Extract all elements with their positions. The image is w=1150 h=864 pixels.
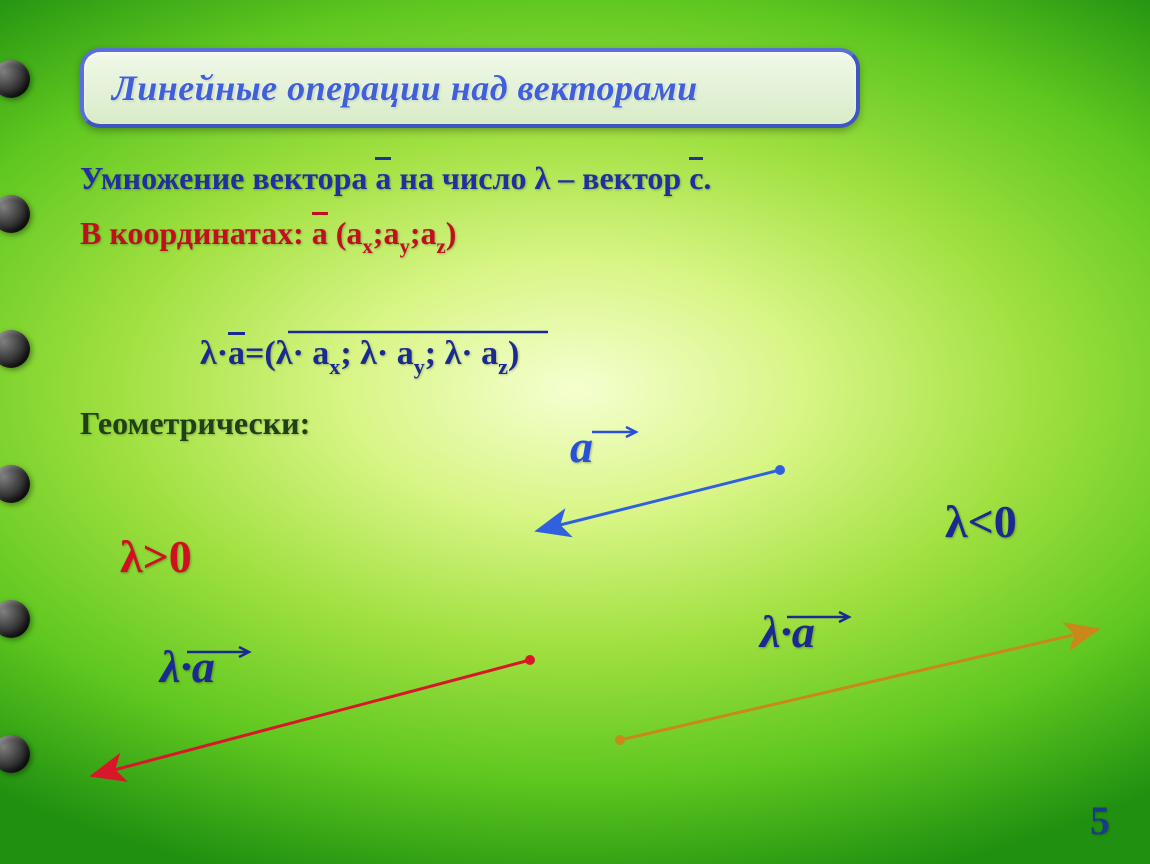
vector-c-symbol: c xyxy=(689,160,703,197)
text: =(λ· a xyxy=(245,335,329,372)
vector-a-symbol: a xyxy=(375,160,391,197)
text: Умножение вектора xyxy=(80,160,375,196)
text: . xyxy=(703,160,711,196)
page-number: 5 xyxy=(1090,797,1110,844)
text: ;a xyxy=(410,215,437,251)
page-title: Линейные операции над векторами xyxy=(112,67,698,109)
subscript: z xyxy=(437,235,446,258)
lambda-a-pos-arrow-over xyxy=(185,646,255,658)
text: ) xyxy=(508,335,519,372)
subscript: y xyxy=(399,235,409,258)
content-area: Умножение вектора a на число λ – вектор … xyxy=(80,160,1080,275)
line-scalar-mult: Умножение вектора a на число λ – вектор … xyxy=(80,160,1080,197)
subscript: x xyxy=(329,354,340,379)
geometrically-label: Геометрически: xyxy=(80,405,310,442)
lambda-negative-label: λ<0 xyxy=(945,495,1017,548)
text: ; λ· a xyxy=(340,335,413,372)
formula: λ·a=(λ· ax; λ· ay; λ· az) xyxy=(200,335,519,378)
text: ; λ· a xyxy=(425,335,498,372)
text: ) xyxy=(446,215,457,251)
text: на число xyxy=(391,160,534,196)
text: ;a xyxy=(373,215,400,251)
text: λ· xyxy=(200,335,228,372)
subscript: y xyxy=(414,354,425,379)
lambda-positive-label: λ>0 xyxy=(120,530,192,583)
title-box: Линейные операции над векторами xyxy=(80,48,860,128)
vector-a-symbol: a xyxy=(312,215,328,252)
text: В координатах: xyxy=(80,215,312,251)
subscript: x xyxy=(362,235,372,258)
subscript: z xyxy=(498,354,508,379)
line-coordinates: В координатах: a (ax;ay;az) xyxy=(80,215,1080,257)
vector-symbol: a xyxy=(228,335,245,373)
formula-overline xyxy=(288,329,548,335)
lambda-a-neg-arrow-over xyxy=(785,611,855,623)
text: – вектор xyxy=(550,160,689,196)
vector-a-arrow-over xyxy=(590,426,640,438)
text: (a xyxy=(328,215,363,251)
lambda-symbol: λ xyxy=(534,160,550,196)
